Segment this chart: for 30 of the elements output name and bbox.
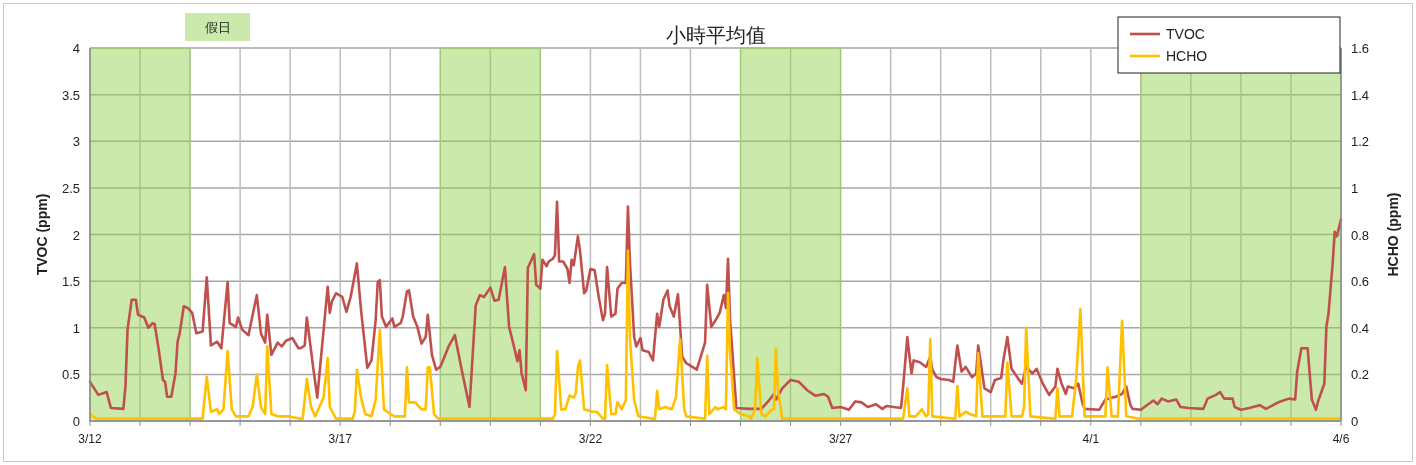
band-label: 假日 — [204, 20, 231, 35]
legend-label: TVOC — [1166, 26, 1205, 42]
y-tick-label: 0 — [72, 414, 80, 429]
y2-tick-label: 1 — [1351, 180, 1359, 196]
x-tick-label: 4/6 — [1332, 432, 1350, 446]
y-tick-label: 2 — [72, 227, 80, 243]
y-tick-label: 4 — [72, 41, 80, 56]
x-tick-label: 3/12 — [78, 432, 102, 446]
y-tick-label: 0.5 — [61, 367, 80, 383]
x-tick-label: 4/1 — [1082, 432, 1100, 446]
y2-tick-label: 0.6 — [1351, 274, 1370, 290]
y2-tick-label: 1.4 — [1351, 87, 1370, 103]
y-tick-label: 3 — [72, 134, 80, 150]
x-tick-label: 3/27 — [828, 432, 853, 446]
y2-tick-label: 0.8 — [1351, 227, 1370, 243]
y-tick-label: 2.5 — [61, 180, 80, 196]
y2-tick-label: 0.2 — [1351, 367, 1370, 383]
y2-tick-label: 1.6 — [1351, 41, 1370, 56]
y-axis-title: TVOC (ppm) — [34, 193, 50, 276]
y2-tick-label: 1.2 — [1351, 134, 1370, 150]
x-tick-label: 3/22 — [578, 432, 603, 446]
y-tick-label: 1.5 — [61, 274, 80, 290]
y-tick-label: 3.5 — [61, 87, 80, 103]
y-tick-label: 1 — [72, 320, 80, 336]
y2-axis-title: HCHO (ppm) — [1385, 192, 1401, 277]
legend-label: HCHO — [1166, 48, 1208, 64]
y2-tick-label: 0.4 — [1351, 320, 1370, 336]
chart-title: 小時平均值 — [665, 24, 766, 46]
x-tick-label: 3/17 — [328, 432, 353, 446]
y2-tick-label: 0 — [1351, 414, 1359, 429]
